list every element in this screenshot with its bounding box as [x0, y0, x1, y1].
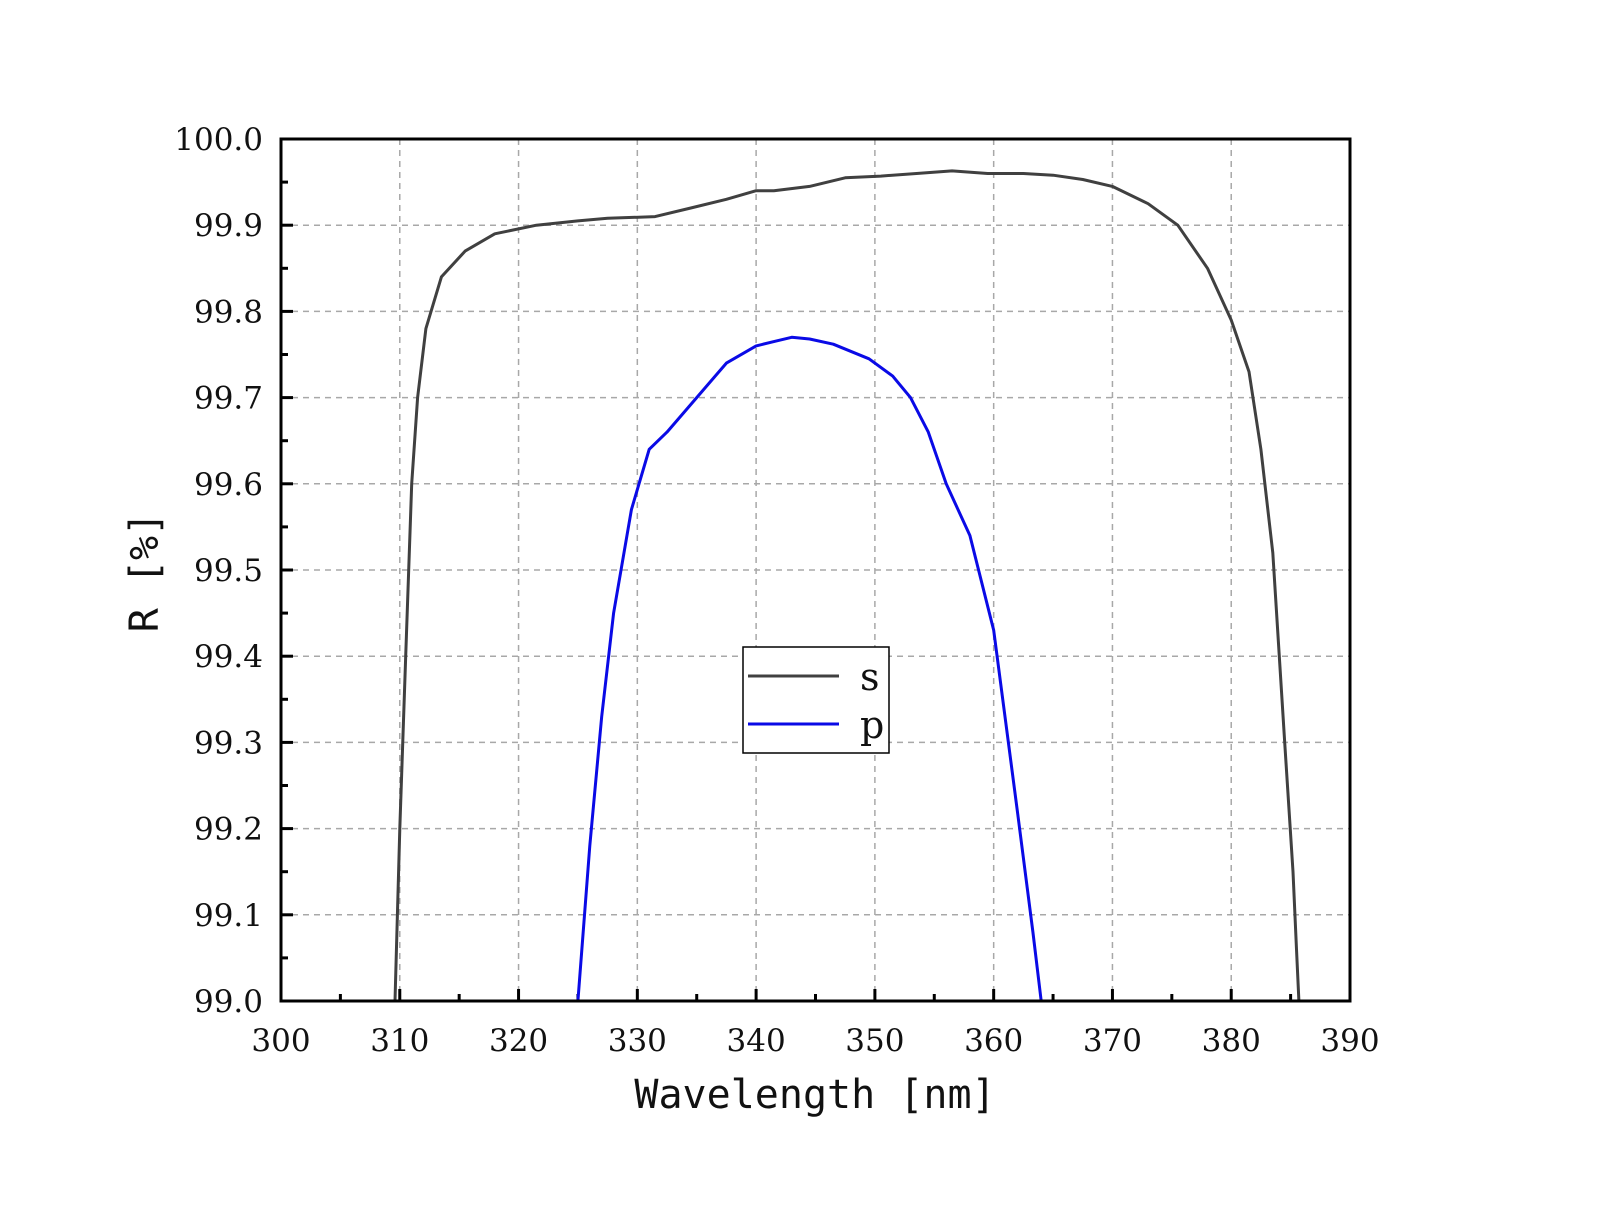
y-tick-label: 99.3 — [194, 725, 263, 761]
y-tick-label: 99.1 — [194, 898, 263, 934]
major-ticks — [279, 137, 1352, 1003]
x-tick-label: 310 — [370, 1023, 429, 1059]
x-tick-label: 300 — [251, 1023, 310, 1059]
y-tick-label: 99.9 — [194, 208, 263, 244]
x-axis-title: Wavelength [nm] — [634, 1072, 995, 1118]
y-tick-label: 99.7 — [194, 381, 263, 417]
legend-box — [742, 646, 890, 754]
legend: s p — [742, 646, 890, 754]
y-tick-label: 99.5 — [194, 553, 263, 589]
legend-label-s: s — [860, 655, 880, 699]
x-tick-label: 370 — [1083, 1023, 1142, 1059]
x-tick-label: 340 — [727, 1023, 786, 1059]
x-tick-label: 390 — [1320, 1023, 1379, 1059]
y-tick-label: 99.8 — [194, 294, 263, 330]
y-tick-labels: 99.0 99.1 99.2 99.3 99.4 99.5 99.6 99.7 99.8 99.9… — [174, 122, 263, 1020]
x-tick-labels: 300 310 320 330 340 350 360 370 380 390 — [251, 1023, 1379, 1059]
x-tick-label: 380 — [1202, 1023, 1261, 1059]
legend-label-p: p — [860, 703, 884, 747]
y-tick-label: 99.4 — [194, 639, 263, 675]
y-tick-label: 100.0 — [174, 122, 263, 158]
series-line-p — [576, 335, 1043, 1001]
plot-frame — [279, 137, 1352, 1003]
y-tick-label: 99.2 — [194, 812, 263, 848]
series-line-s — [393, 169, 1301, 1001]
x-tick-label: 320 — [489, 1023, 548, 1059]
y-axis-title: R [%] — [122, 512, 168, 632]
grid-lines — [281, 139, 1350, 1001]
x-tick-label: 330 — [608, 1023, 667, 1059]
y-tick-label: 99.0 — [194, 984, 263, 1020]
x-tick-label: 360 — [964, 1023, 1023, 1059]
y-tick-label: 99.6 — [194, 467, 263, 503]
x-tick-label: 350 — [845, 1023, 904, 1059]
series-lines — [393, 169, 1301, 1001]
